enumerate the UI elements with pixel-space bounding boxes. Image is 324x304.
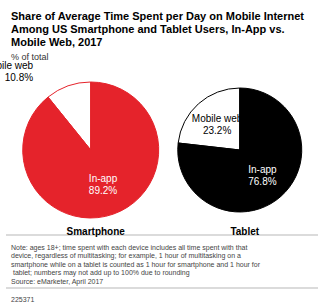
svg-text:Mobile Web, 2017: Mobile Web, 2017 <box>11 36 103 48</box>
svg-text:Tablet: Tablet <box>230 226 259 237</box>
svg-text:% of total: % of total <box>11 52 49 62</box>
svg-text:smartphone while on a tablet i: smartphone while on a tablet is counted … <box>11 261 261 269</box>
svg-text:89.2%: 89.2% <box>89 185 117 196</box>
svg-text:76.8%: 76.8% <box>248 176 276 187</box>
svg-text:tablet; numbers may not add up: tablet; numbers may not add up to 100% d… <box>11 269 190 277</box>
svg-text:In-app: In-app <box>248 164 277 175</box>
svg-text:Mobile web: Mobile web <box>192 113 243 124</box>
svg-text:In-app: In-app <box>89 173 118 184</box>
svg-text:225371: 225371 <box>11 296 34 303</box>
svg-text:Source: eMarketer, April 2017: Source: eMarketer, April 2017 <box>11 278 103 286</box>
svg-text:Smartphone: Smartphone <box>67 226 126 237</box>
svg-text:device, regardless of multitas: device, regardless of multitasking; for … <box>11 252 243 260</box>
svg-text:Mobile web: Mobile web <box>0 60 34 71</box>
svg-text:10.8%: 10.8% <box>5 72 33 83</box>
svg-text:23.2%: 23.2% <box>203 125 231 136</box>
svg-text:Among US Smartphone and Tablet: Among US Smartphone and Tablet Users, In… <box>11 23 288 35</box>
svg-text:Share of Average Time Spent pe: Share of Average Time Spent per Day on M… <box>11 10 307 22</box>
svg-text:Note: ages 18+; time spent wit: Note: ages 18+; time spent with each dev… <box>11 244 249 252</box>
